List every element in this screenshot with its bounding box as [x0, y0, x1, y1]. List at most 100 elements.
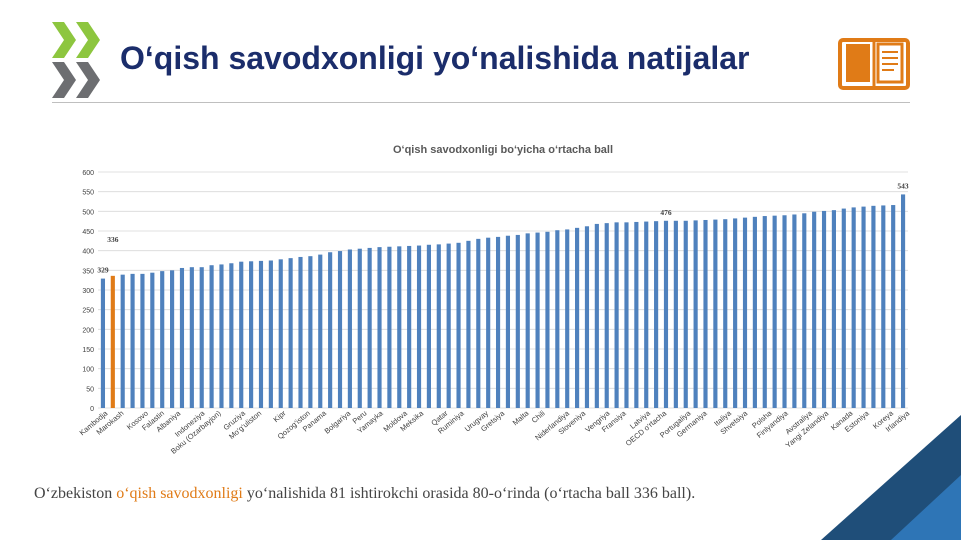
bar: [446, 243, 451, 408]
bar: [367, 247, 372, 408]
bar: [654, 221, 659, 408]
bar: [179, 267, 185, 408]
header-divider: [52, 102, 910, 103]
bar: [268, 260, 273, 408]
bar: [575, 227, 580, 408]
bar: [861, 206, 866, 408]
bar: [387, 246, 392, 408]
bar: [693, 220, 698, 408]
bar: [209, 265, 214, 408]
bar: [713, 219, 718, 408]
bar: [762, 216, 767, 408]
bar: [584, 226, 590, 408]
y-tick-label: 300: [82, 288, 94, 295]
bar: [505, 235, 511, 408]
bar: [891, 205, 896, 408]
y-tick-label: 350: [82, 268, 94, 275]
y-tick-label: 450: [82, 229, 94, 236]
bar: [841, 208, 846, 408]
bar: [723, 219, 728, 408]
bar: [812, 211, 817, 408]
bar: [594, 223, 599, 408]
bar: [308, 256, 313, 408]
y-tick-label: 50: [86, 386, 94, 393]
bar-chart: O‘qish savodxonligi bo‘yicha o‘rtacha ba…: [78, 144, 912, 456]
bar: [436, 244, 441, 408]
bar: [229, 263, 234, 408]
bar: [634, 221, 639, 408]
bar: [328, 252, 333, 408]
bar: [140, 273, 145, 408]
bar: [802, 213, 807, 408]
corner-decoration: [821, 415, 961, 540]
bar: [120, 274, 125, 408]
bar: [604, 223, 609, 408]
bar: [239, 261, 244, 408]
bar: [130, 273, 135, 408]
footer-highlight: o‘qish savodxonligi: [116, 485, 243, 502]
bar: [288, 258, 293, 408]
bar: [219, 264, 224, 408]
bar: [733, 218, 738, 408]
bar: [683, 220, 688, 408]
bar: [456, 242, 461, 408]
bar: [495, 236, 501, 408]
bar: [426, 244, 431, 408]
y-tick-label: 200: [82, 327, 94, 334]
footer-text-end: yo‘nalishida 81 ishtirokchi orasida 80-o…: [242, 485, 696, 502]
bar: [416, 245, 422, 408]
bar: [545, 231, 550, 408]
bar: [357, 248, 362, 408]
bar: [851, 207, 856, 408]
y-tick-label: 500: [82, 209, 94, 216]
bar: [821, 210, 827, 408]
x-tick-label: Chili: [530, 408, 547, 424]
bar: [199, 267, 204, 408]
y-tick-label: 400: [82, 249, 94, 256]
bar: [377, 247, 382, 408]
bar: [258, 260, 264, 408]
bar: [792, 214, 797, 408]
bar: [772, 215, 777, 408]
chevrons-logo-icon: [52, 22, 100, 98]
bar: [703, 219, 708, 408]
bar: [100, 278, 106, 408]
bar: [476, 238, 481, 408]
y-tick-label: 600: [82, 170, 94, 177]
page-title: O‘qish savodxonligi yo‘nalishida natijal…: [120, 40, 750, 76]
bar: [170, 270, 175, 408]
bar: [298, 256, 303, 408]
footer-note: O‘zbekiston o‘qish savodxonligi yo‘nalis…: [34, 484, 894, 504]
bar: [110, 275, 115, 408]
bar: [663, 220, 669, 408]
data-label: 476: [660, 208, 672, 217]
bar: [515, 234, 520, 408]
bar: [673, 220, 678, 408]
x-tick-label: Kipr: [272, 408, 288, 424]
chart-title: O‘qish savodxonligi bo‘yicha o‘rtacha ba…: [393, 144, 613, 156]
bar: [407, 245, 412, 408]
x-tick-label: Bolgariya: [323, 408, 353, 436]
bar: [614, 222, 619, 408]
bar: [752, 216, 757, 408]
y-tick-label: 150: [82, 347, 94, 354]
bar: [900, 194, 906, 408]
bar: [742, 217, 748, 408]
bar: [782, 215, 787, 408]
data-label: 336: [107, 235, 119, 244]
bar: [347, 249, 352, 408]
bar: [160, 271, 165, 408]
footer-text-start: O‘zbekiston: [34, 485, 117, 502]
bar: [624, 222, 629, 408]
bar: [278, 259, 283, 408]
y-tick-label: 250: [82, 308, 94, 315]
bar: [189, 267, 194, 408]
bar: [555, 230, 560, 408]
y-tick-label: 0: [90, 406, 94, 413]
x-tick-label: Malta: [511, 408, 531, 427]
bar: [535, 232, 540, 408]
bar: [150, 272, 155, 408]
bar: [831, 210, 836, 408]
y-tick-label: 100: [82, 367, 94, 374]
bar: [466, 240, 471, 408]
